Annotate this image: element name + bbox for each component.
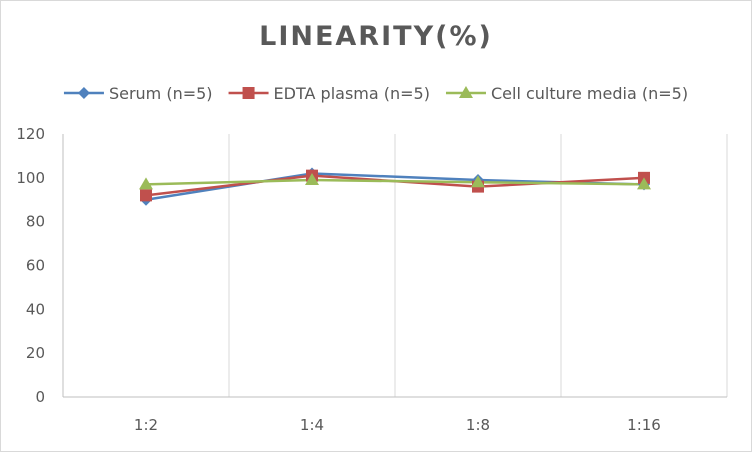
legend-label: EDTA plasma (n=5) bbox=[274, 84, 430, 103]
data-point-2-0 bbox=[139, 177, 153, 190]
legend-label: Serum (n=5) bbox=[109, 84, 213, 103]
data-point-1-0 bbox=[140, 189, 152, 202]
y-tick-label: 60 bbox=[26, 257, 45, 275]
legend-item-1: EDTA plasma (n=5) bbox=[228, 84, 430, 103]
legend-marker-1 bbox=[242, 87, 255, 99]
legend-marker-0 bbox=[77, 87, 90, 99]
x-tick-label: 1:4 bbox=[300, 416, 324, 434]
series-lines bbox=[145, 172, 645, 201]
series-markers bbox=[139, 167, 651, 206]
legend-item-0: Serum (n=5) bbox=[63, 84, 213, 103]
series-line-2 bbox=[145, 178, 645, 186]
data-point-2-2 bbox=[471, 175, 485, 188]
legend-marker-2 bbox=[458, 86, 473, 98]
y-tick-label: 100 bbox=[16, 169, 45, 187]
data-point-2-3 bbox=[637, 177, 651, 190]
y-tick-label: 0 bbox=[35, 388, 45, 406]
y-tick-label: 20 bbox=[26, 344, 45, 362]
legend: Serum (n=5) EDTA plasma (n=5) Cell culture… bbox=[63, 84, 688, 103]
chart-title: LINEARITY(%) bbox=[259, 21, 493, 52]
gridlines bbox=[228, 134, 728, 397]
tick-labels: 0 20 40 60 80 100 120 1:2 1:4 1:8 1:16 bbox=[16, 125, 660, 434]
data-point-2-1 bbox=[305, 173, 319, 186]
legend-label: Cell culture media (n=5) bbox=[491, 84, 688, 103]
y-tick-label: 120 bbox=[16, 125, 45, 143]
x-tick-label: 1:16 bbox=[627, 416, 661, 434]
y-tick-label: 40 bbox=[26, 300, 45, 318]
y-tick-label: 80 bbox=[26, 213, 45, 231]
x-tick-label: 1:2 bbox=[134, 416, 158, 434]
axes bbox=[62, 134, 727, 398]
x-tick-label: 1:8 bbox=[466, 416, 490, 434]
legend-item-2: Cell culture media (n=5) bbox=[445, 84, 688, 103]
